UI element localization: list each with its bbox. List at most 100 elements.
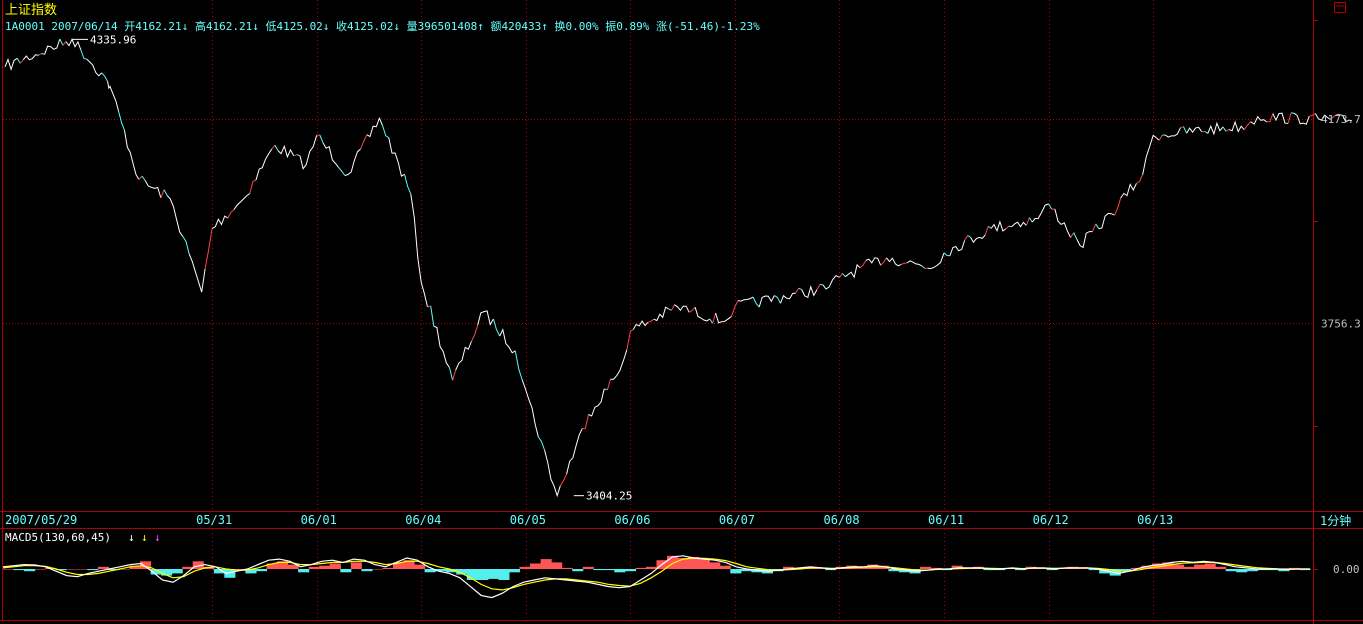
x-tick-label: 06/11 <box>928 513 964 527</box>
price-line-segment <box>404 174 412 195</box>
price-line-segment <box>22 54 39 61</box>
price-line-segment <box>626 329 634 350</box>
macd-histogram-bar <box>1120 569 1132 572</box>
macd-y-axis-ticks: 0.00 <box>1313 563 1360 576</box>
macd-histogram-bar <box>719 565 731 569</box>
macd-histogram-bar <box>888 569 900 572</box>
price-line-segment <box>107 81 120 112</box>
price-line-segment <box>774 295 781 304</box>
quote-info-line: 1A0001 2007/06/14 开4162.21↓ 高4162.21↓ 低4… <box>5 19 760 33</box>
price-line-segment <box>865 257 882 266</box>
stat-2: 低4125.02↓ <box>259 20 330 33</box>
price-line-segment <box>1293 112 1310 125</box>
price-line-segment <box>4 57 18 71</box>
macd-histogram-bar <box>234 569 246 570</box>
price-line-segment <box>737 296 754 302</box>
macd-histogram-bar <box>1236 569 1248 573</box>
price-line-segment <box>987 225 992 229</box>
price-line-segment <box>38 53 42 56</box>
price-line-segment <box>1048 203 1053 210</box>
x-axis-ticks: 2007/05/29 05/31 06/01 06/04 06/05 06/06 06/07… <box>5 513 1173 527</box>
x-tick-label: 06/08 <box>823 513 859 527</box>
price-line-segment <box>59 38 64 46</box>
macd-histogram-bar <box>466 569 478 580</box>
price-line-segment <box>886 257 902 267</box>
price-line-segment <box>1228 120 1245 133</box>
price-line-segment <box>296 154 301 157</box>
price-line-segment <box>521 379 539 438</box>
x-tick-label: 06/13 <box>1137 513 1173 527</box>
macd-histogram-bar <box>951 565 963 569</box>
x-tick-label: 2007/05/29 <box>5 513 77 527</box>
macd-histogram-bar <box>1183 566 1195 569</box>
price-line-segment <box>566 428 583 475</box>
macd-histogram-bar <box>1215 566 1227 569</box>
y-tick-label: 3756.3 <box>1321 317 1361 330</box>
price-line-segment <box>388 137 405 177</box>
price-line-segment <box>845 263 861 279</box>
price-line-segment <box>688 306 696 313</box>
price-line-segment <box>233 193 251 210</box>
macd-histogram-bar <box>1151 563 1163 569</box>
macd-dif-line <box>2 555 1310 599</box>
price-line-segment <box>1092 223 1097 232</box>
period-label: 1分钟 <box>1320 513 1351 528</box>
macd-histogram-bar <box>118 569 130 570</box>
price-line-segment <box>822 274 840 290</box>
macd-histogram-bar <box>424 569 436 573</box>
price-line-segment <box>964 235 969 241</box>
macd-histogram-bar <box>561 567 573 569</box>
price-line-segment <box>1183 126 1188 134</box>
macd-histogram-bar <box>783 566 795 569</box>
price-line-segment <box>366 116 384 138</box>
macd-histogram-bar <box>393 562 405 569</box>
price-line-segment <box>144 180 162 199</box>
price-line-segment <box>1158 134 1163 141</box>
price-line-segment <box>344 148 361 176</box>
macd-histogram-bar <box>477 569 489 580</box>
macd-histogram-bar <box>635 567 647 569</box>
price-line-segment <box>452 369 457 381</box>
price-line-segment <box>1025 217 1030 226</box>
macd-histogram-bar <box>213 569 225 574</box>
price-line-segment <box>1266 113 1274 123</box>
x-tick-label: 05/31 <box>196 513 232 527</box>
price-line-segment <box>604 388 608 391</box>
price-line-segment <box>1165 127 1181 138</box>
price-line-segment <box>1204 131 1209 134</box>
price-line-segment <box>949 240 966 256</box>
macd-histogram-bar <box>667 555 679 569</box>
price-line-segment <box>1243 121 1252 130</box>
macd-histogram-bar <box>129 565 141 569</box>
macd-histogram-bar <box>456 569 468 575</box>
price-line-segment <box>141 175 146 181</box>
price-line-segment <box>880 257 887 266</box>
price-line-segment <box>1207 121 1224 136</box>
x-tick-label: 06/01 <box>301 513 337 527</box>
macd-histogram-bar <box>1099 569 1111 574</box>
macd-histogram-bar <box>1014 569 1026 571</box>
price-line-segment <box>19 59 24 64</box>
price-line-segment <box>1031 203 1049 223</box>
price-line-segment <box>671 304 675 311</box>
macd-histogram-bar <box>624 569 636 572</box>
indicator-arrows: ↓ ↓ ↓ <box>128 531 161 544</box>
price-line-segment <box>1120 183 1137 199</box>
price-line-segment <box>606 379 611 390</box>
price-line-segment <box>990 220 1007 233</box>
macd-histogram-bar <box>508 569 520 573</box>
price-line-segment <box>499 328 516 354</box>
macd-histogram-bar <box>709 562 721 569</box>
macd-histogram-bar <box>34 569 46 570</box>
chart-title: 上证指数 <box>5 3 57 18</box>
price-line-segment <box>921 265 926 269</box>
macd-histogram-bar <box>1194 564 1206 569</box>
macd-histogram-bar <box>66 569 78 570</box>
macd-histogram-bar <box>266 563 278 569</box>
window-restore-button[interactable] <box>1334 2 1346 13</box>
price-line-segment <box>1222 126 1227 132</box>
price-line-segment <box>694 307 711 322</box>
price-line-segment <box>1098 212 1115 230</box>
price-line-segment <box>255 148 273 181</box>
